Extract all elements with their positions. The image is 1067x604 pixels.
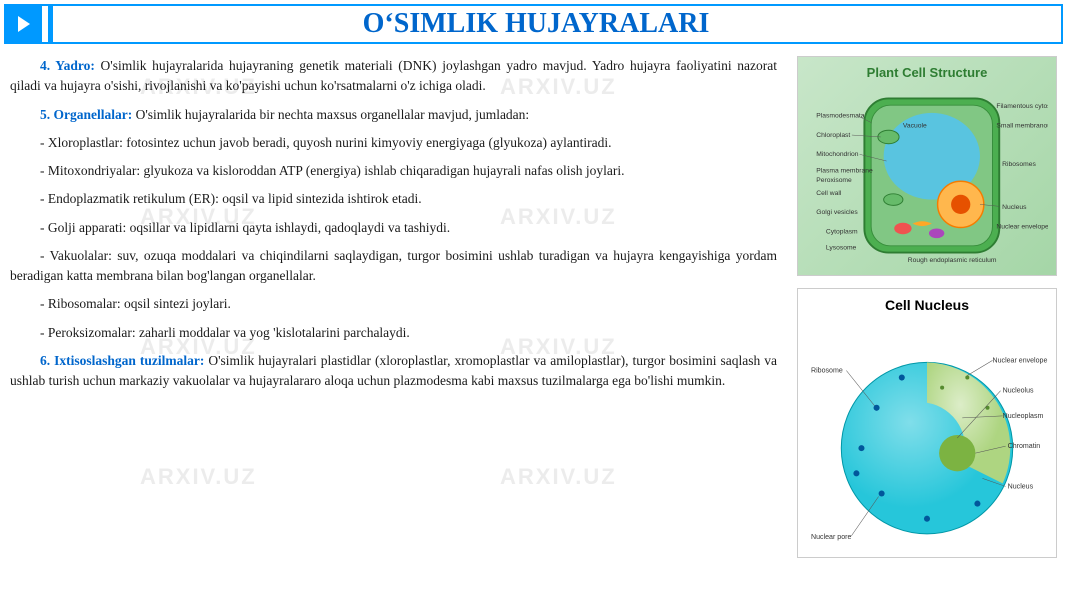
svg-text:Mitochondrion: Mitochondrion bbox=[816, 151, 859, 158]
svg-text:Nucleolus: Nucleolus bbox=[1003, 388, 1034, 395]
nucleus-svg: Ribosome Nuclear pore Nuclear envelope N… bbox=[806, 317, 1048, 549]
svg-text:Nuclear pore: Nuclear pore bbox=[811, 534, 851, 541]
svg-text:Nuclear envelope: Nuclear envelope bbox=[996, 223, 1048, 230]
svg-text:Ribosomes: Ribosomes bbox=[1002, 161, 1036, 168]
svg-text:Chloroplast: Chloroplast bbox=[816, 132, 850, 139]
svg-text:Lysosome: Lysosome bbox=[826, 245, 857, 252]
section-6: 6. Ixtisoslashgan tuzilmalar: O'simlik h… bbox=[10, 351, 777, 392]
section-5: 5. Organellalar: O'simlik hujayralarida … bbox=[10, 105, 777, 125]
bullet-peroxisome: - Peroksizomalar: zaharli moddalar va yo… bbox=[10, 323, 777, 343]
section-4: 4. Yadro: O'simlik hujayralarida hujayra… bbox=[10, 56, 777, 97]
svg-text:Vacuole: Vacuole bbox=[903, 122, 927, 129]
section-4-text: O'simlik hujayralarida hujayraning genet… bbox=[10, 58, 777, 93]
svg-text:Ribosome: Ribosome bbox=[811, 368, 843, 375]
header-bar: OʻSIMLIK HUJAYRALARI bbox=[4, 4, 1063, 44]
svg-text:Nucleus: Nucleus bbox=[1008, 483, 1034, 490]
bullet-mitochondria: - Mitoxondriyalar: glyukoza va kislorodd… bbox=[10, 161, 777, 181]
svg-text:Nuclear envelope: Nuclear envelope bbox=[993, 357, 1048, 364]
text-column: 4. Yadro: O'simlik hujayralarida hujayra… bbox=[10, 56, 797, 558]
svg-text:Plasmodesmata: Plasmodesmata bbox=[816, 113, 865, 120]
section-6-label: 6. Ixtisoslashgan tuzilmalar: bbox=[40, 353, 204, 368]
images-column: Plant Cell Structure Plasmodesmata Chlor… bbox=[797, 56, 1057, 558]
bullet-chloroplast: - Xloroplastlar: fotosintez uchun javob … bbox=[10, 133, 777, 153]
nucleus-title: Cell Nucleus bbox=[806, 297, 1048, 313]
bullet-vacuole: - Vakuolalar: suv, ozuqa moddalari va ch… bbox=[10, 246, 777, 287]
header-divider bbox=[48, 6, 53, 42]
svg-text:Filamentous cytoskeleton: Filamentous cytoskeleton bbox=[996, 103, 1048, 110]
section-4-label: 4. Yadro: bbox=[40, 58, 95, 73]
svg-text:Peroxisome: Peroxisome bbox=[816, 177, 852, 184]
bullet-er: - Endoplazmatik retikulum (ER): oqsil va… bbox=[10, 189, 777, 209]
page-title: OʻSIMLIK HUJAYRALARI bbox=[61, 8, 1061, 40]
plant-cell-image: Plant Cell Structure Plasmodesmata Chlor… bbox=[797, 56, 1057, 276]
plant-cell-svg: Plasmodesmata Chloroplast Mitochondrion … bbox=[806, 84, 1048, 267]
svg-text:Nucleus: Nucleus bbox=[1002, 204, 1027, 211]
content-area: 4. Yadro: O'simlik hujayralarida hujayra… bbox=[0, 48, 1067, 566]
nucleus-image: Cell Nucleus bbox=[797, 288, 1057, 558]
section-5-text: O'simlik hujayralarida bir nechta maxsus… bbox=[132, 107, 529, 122]
bullet-golgi: - Golji apparati: oqsillar va lipidlarni… bbox=[10, 218, 777, 238]
section-5-label: 5. Organellalar: bbox=[40, 107, 132, 122]
plant-cell-title: Plant Cell Structure bbox=[806, 65, 1048, 80]
svg-text:Rough endoplasmic reticulum: Rough endoplasmic reticulum bbox=[908, 257, 997, 264]
svg-text:Nucleoplasm: Nucleoplasm bbox=[1003, 413, 1044, 420]
play-icon bbox=[6, 6, 42, 42]
svg-text:Cytoplasm: Cytoplasm bbox=[826, 228, 858, 235]
svg-text:Golgi vesicles: Golgi vesicles bbox=[816, 209, 858, 216]
bullet-ribosome: - Ribosomalar: oqsil sintezi joylari. bbox=[10, 294, 777, 314]
svg-text:Cell wall: Cell wall bbox=[816, 190, 842, 197]
svg-text:Chromatin: Chromatin bbox=[1008, 443, 1041, 450]
svg-text:Small membranous vesicles: Small membranous vesicles bbox=[996, 122, 1048, 129]
svg-text:Plasma membrane: Plasma membrane bbox=[816, 168, 873, 175]
